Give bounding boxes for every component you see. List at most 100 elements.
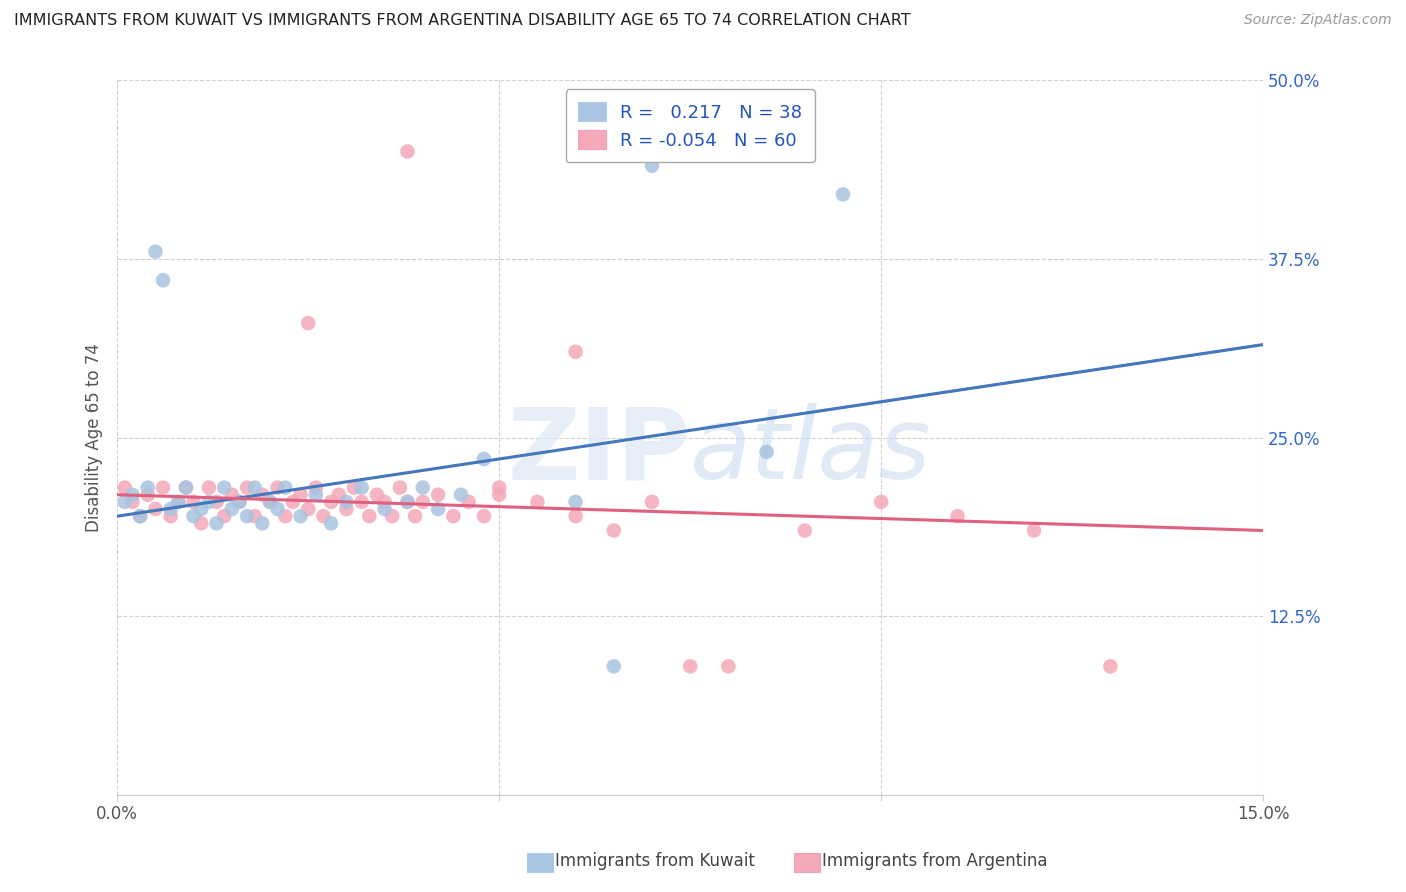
Text: IMMIGRANTS FROM KUWAIT VS IMMIGRANTS FROM ARGENTINA DISABILITY AGE 65 TO 74 CORR: IMMIGRANTS FROM KUWAIT VS IMMIGRANTS FRO… bbox=[14, 13, 911, 29]
Point bbox=[564, 495, 586, 509]
Point bbox=[427, 502, 450, 516]
Point bbox=[335, 495, 357, 509]
Point bbox=[603, 659, 626, 673]
Point bbox=[290, 488, 312, 502]
Point bbox=[335, 502, 357, 516]
Point bbox=[129, 509, 152, 524]
Y-axis label: Disability Age 65 to 74: Disability Age 65 to 74 bbox=[86, 343, 103, 532]
Point bbox=[159, 509, 181, 524]
Point bbox=[136, 488, 159, 502]
Point bbox=[259, 495, 281, 509]
Point bbox=[274, 481, 297, 495]
Point bbox=[388, 481, 411, 495]
Point bbox=[243, 509, 266, 524]
Point bbox=[183, 509, 205, 524]
Point bbox=[212, 481, 235, 495]
Point bbox=[396, 145, 419, 159]
Text: ZIP: ZIP bbox=[508, 403, 690, 500]
Text: atlas: atlas bbox=[690, 403, 932, 500]
Point bbox=[526, 495, 548, 509]
Point bbox=[236, 481, 259, 495]
Point bbox=[167, 495, 190, 509]
Point bbox=[159, 502, 181, 516]
Point bbox=[305, 481, 328, 495]
Point bbox=[717, 659, 740, 673]
Point bbox=[236, 509, 259, 524]
Point bbox=[167, 495, 190, 509]
Point bbox=[290, 509, 312, 524]
Point bbox=[832, 187, 855, 202]
Point bbox=[564, 509, 586, 524]
Point bbox=[152, 273, 174, 287]
Point bbox=[350, 481, 373, 495]
Point bbox=[603, 524, 626, 538]
Point bbox=[793, 524, 815, 538]
Point bbox=[114, 495, 136, 509]
Point bbox=[374, 502, 396, 516]
Point bbox=[136, 481, 159, 495]
Point bbox=[174, 481, 197, 495]
Point bbox=[1099, 659, 1122, 673]
Point bbox=[946, 509, 969, 524]
Point bbox=[441, 509, 464, 524]
Point bbox=[404, 509, 426, 524]
Point bbox=[121, 495, 143, 509]
Point bbox=[297, 502, 319, 516]
Point bbox=[312, 509, 335, 524]
Point bbox=[152, 481, 174, 495]
Point bbox=[472, 452, 495, 467]
Point bbox=[190, 502, 212, 516]
Point bbox=[190, 516, 212, 531]
Text: Source: ZipAtlas.com: Source: ZipAtlas.com bbox=[1244, 13, 1392, 28]
Point bbox=[228, 495, 250, 509]
Point bbox=[121, 488, 143, 502]
Point bbox=[396, 495, 419, 509]
Point bbox=[305, 488, 328, 502]
Point bbox=[183, 495, 205, 509]
Point bbox=[350, 495, 373, 509]
Point bbox=[174, 481, 197, 495]
Point bbox=[472, 509, 495, 524]
Point bbox=[412, 481, 434, 495]
Point bbox=[198, 481, 221, 495]
Point bbox=[328, 488, 350, 502]
Point bbox=[321, 495, 343, 509]
Point bbox=[205, 516, 228, 531]
Point bbox=[266, 502, 288, 516]
Legend: R =   0.217   N = 38, R = -0.054   N = 60: R = 0.217 N = 38, R = -0.054 N = 60 bbox=[565, 89, 814, 162]
Point bbox=[366, 488, 388, 502]
Point bbox=[450, 488, 472, 502]
Point bbox=[252, 488, 274, 502]
Text: Immigrants from Argentina: Immigrants from Argentina bbox=[801, 852, 1047, 870]
Point bbox=[1022, 524, 1045, 538]
Point bbox=[359, 509, 381, 524]
Text: Immigrants from Kuwait: Immigrants from Kuwait bbox=[534, 852, 755, 870]
Point bbox=[427, 488, 450, 502]
Point bbox=[198, 495, 221, 509]
Point bbox=[114, 481, 136, 495]
Point bbox=[243, 481, 266, 495]
Point bbox=[274, 509, 297, 524]
Point bbox=[259, 495, 281, 509]
Point bbox=[145, 244, 167, 259]
Point bbox=[396, 495, 419, 509]
Point bbox=[212, 509, 235, 524]
Point bbox=[488, 481, 510, 495]
Point bbox=[297, 316, 319, 330]
Point bbox=[343, 481, 366, 495]
Point bbox=[564, 344, 586, 359]
Point bbox=[205, 495, 228, 509]
Point bbox=[412, 495, 434, 509]
Point bbox=[221, 502, 243, 516]
Point bbox=[228, 495, 250, 509]
Point bbox=[266, 481, 288, 495]
Point bbox=[381, 509, 404, 524]
Point bbox=[374, 495, 396, 509]
Point bbox=[457, 495, 479, 509]
Point bbox=[129, 509, 152, 524]
Point bbox=[145, 502, 167, 516]
Point bbox=[870, 495, 893, 509]
Point bbox=[488, 488, 510, 502]
Point bbox=[221, 488, 243, 502]
Point bbox=[641, 495, 664, 509]
